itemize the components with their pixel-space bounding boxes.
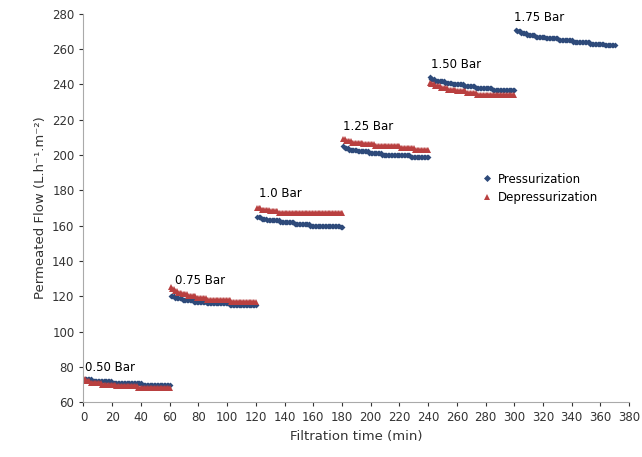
Text: 0.75 Bar: 0.75 Bar — [175, 274, 225, 287]
Pressurization — [105, 378, 113, 384]
X-axis label: Filtration time (min): Filtration time (min) — [290, 430, 422, 443]
Pressurization — [108, 380, 116, 385]
Line: Pressurization: Pressurization — [83, 377, 171, 387]
Legend: Pressurization, Depressurization: Pressurization, Depressurization — [482, 173, 598, 204]
Depressurization — [110, 382, 117, 387]
Text: 1.25 Bar: 1.25 Bar — [343, 120, 394, 133]
Line: Depressurization: Depressurization — [82, 377, 172, 391]
Depressurization — [135, 385, 143, 391]
Pressurization — [166, 382, 173, 387]
Pressurization — [139, 382, 146, 387]
Pressurization — [103, 378, 110, 384]
Depressurization — [103, 382, 110, 387]
Depressurization — [105, 382, 113, 387]
Depressurization — [108, 382, 116, 387]
Depressurization — [166, 385, 173, 391]
Text: 1.75 Bar: 1.75 Bar — [514, 11, 564, 24]
Pressurization — [134, 380, 142, 385]
Depressurization — [81, 377, 89, 382]
Text: 1.0 Bar: 1.0 Bar — [259, 187, 301, 200]
Y-axis label: Permeated Flow (L.h⁻¹.m⁻²): Permeated Flow (L.h⁻¹.m⁻²) — [33, 117, 46, 299]
Pressurization — [110, 380, 117, 385]
Pressurization — [96, 378, 103, 384]
Depressurization — [96, 380, 103, 385]
Text: 1.50 Bar: 1.50 Bar — [431, 58, 481, 71]
Depressurization — [134, 385, 142, 391]
Pressurization — [81, 377, 89, 382]
Text: 0.50 Bar: 0.50 Bar — [85, 361, 135, 374]
